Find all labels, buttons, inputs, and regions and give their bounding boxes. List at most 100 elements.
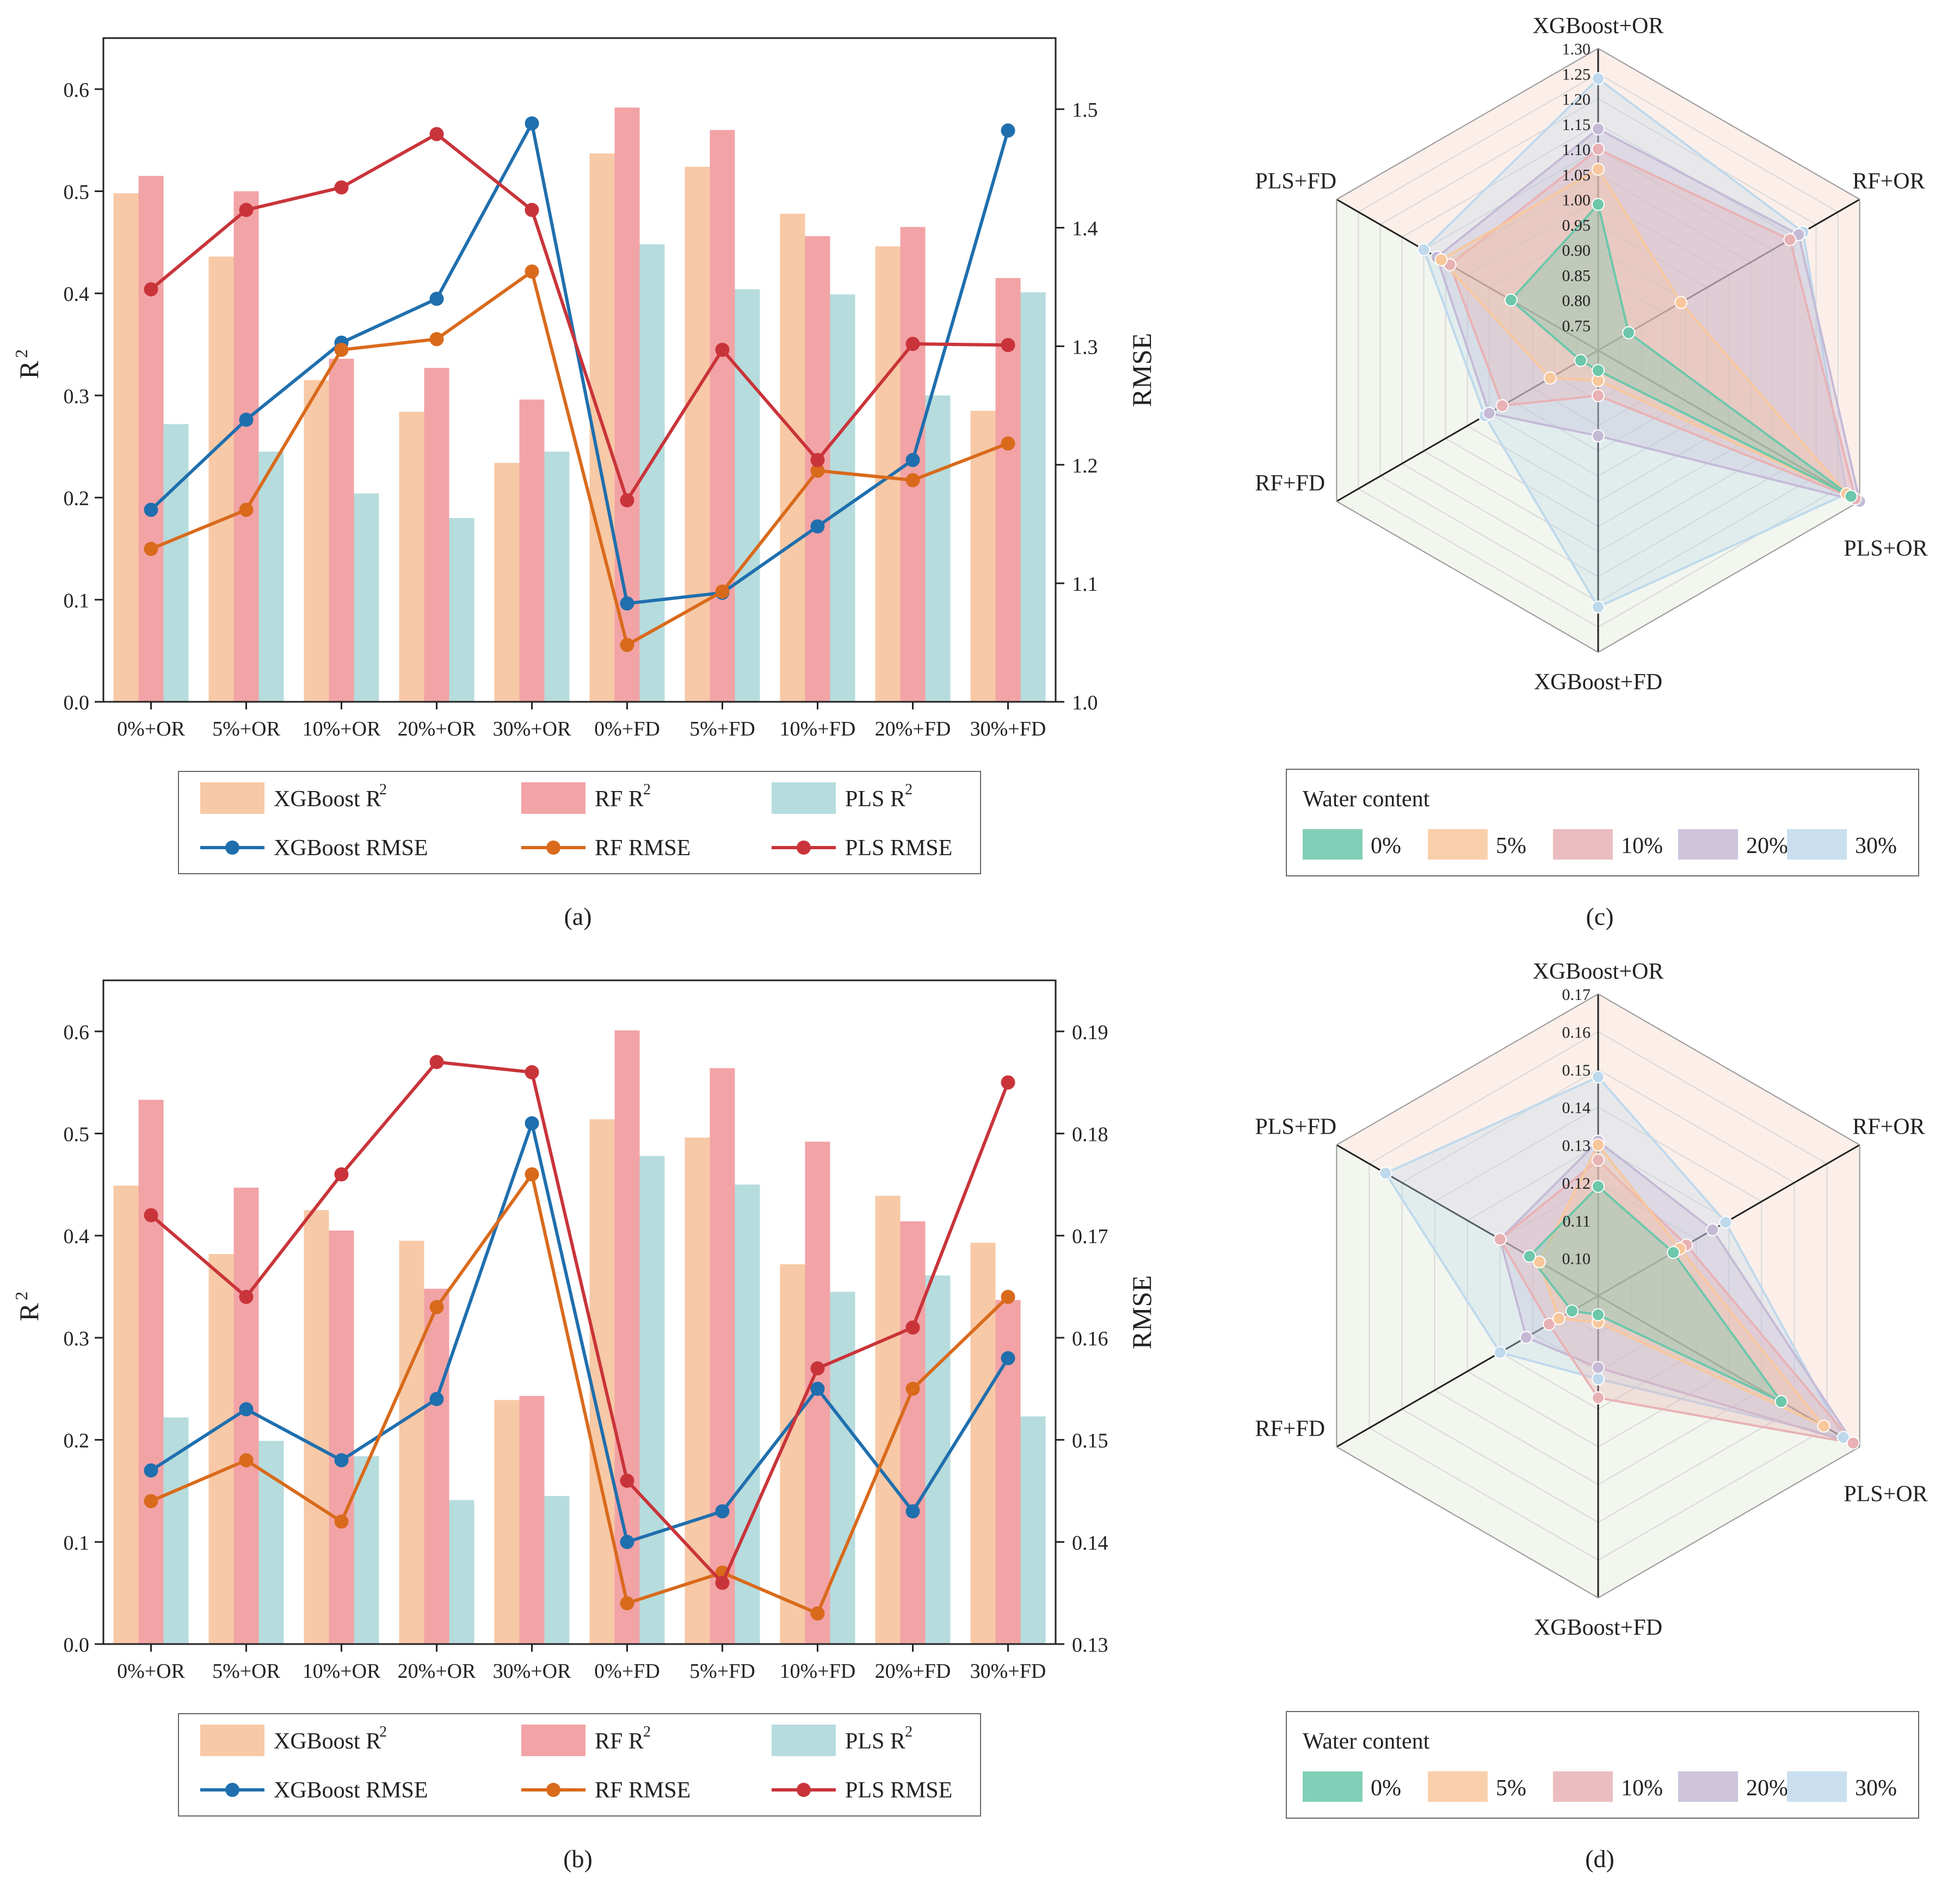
legend-swatch-c-2 — [1553, 829, 1613, 860]
point-a-s2-7 — [810, 453, 825, 467]
bar-b-s1-8 — [900, 1221, 926, 1644]
legend-marker-b-l2 — [797, 1783, 811, 1797]
y2label-b: RMSE — [1126, 1275, 1157, 1349]
bar-a-s0-6 — [685, 166, 710, 702]
radar-axis-label-d-0: XGBoost+OR — [1533, 959, 1664, 984]
xtick-label-a-2: 10%+OR — [303, 718, 381, 740]
radar-point-d-s4-5 — [1379, 1166, 1392, 1180]
xtick-label-b-6: 5%+FD — [689, 1660, 755, 1683]
radar-tick-label-d-2: 0.12 — [1562, 1175, 1591, 1193]
bar-a-s0-9 — [970, 411, 996, 702]
bar-a-s2-1 — [258, 452, 284, 702]
caption-b: (b) — [563, 1845, 593, 1873]
point-a-s1-5 — [620, 638, 634, 652]
bar-b-s1-2 — [329, 1230, 354, 1644]
bar-a-s0-2 — [304, 380, 329, 702]
bar-a-s1-2 — [329, 359, 354, 702]
legend-marker-b-l0 — [225, 1783, 239, 1797]
legend-sup-b-bar0: 2 — [379, 1723, 387, 1740]
point-b-s0-6 — [715, 1504, 730, 1518]
radar-point-d-s4-3 — [1592, 1372, 1605, 1386]
legend-swatch-d-0 — [1303, 1771, 1363, 1802]
radar-point-d-s2-3 — [1592, 1391, 1605, 1405]
point-b-s1-7 — [810, 1606, 825, 1621]
y2tick-label-a-4: 1.4 — [1072, 218, 1098, 240]
legend-swatch-b-bar2 — [772, 1725, 836, 1756]
legend-label-b-line0: XGBoost RMSE — [274, 1778, 428, 1803]
legend-box-a — [178, 771, 981, 874]
radar-point-c-s1-5 — [1434, 253, 1448, 267]
radar-axis-label-d-5: PLS+FD — [1255, 1115, 1336, 1140]
legend-swatch-d-2 — [1553, 1771, 1613, 1802]
legend-swatch-d-3 — [1678, 1771, 1738, 1802]
point-b-s2-3 — [429, 1055, 444, 1070]
radar-point-c-s1-0 — [1592, 163, 1605, 176]
radar-point-c-s4-5 — [1417, 243, 1431, 256]
bar-b-s1-3 — [424, 1288, 449, 1644]
bar-b-s2-4 — [544, 1496, 570, 1644]
bar-a-s2-9 — [1020, 292, 1046, 702]
radar-axis-label-d-4: RF+FD — [1255, 1417, 1325, 1442]
ytick-label-a-4: 0.4 — [64, 283, 90, 306]
radar-spoke-c-1 — [1598, 199, 1860, 351]
ytick-label-b-2: 0.2 — [64, 1430, 90, 1453]
radar-tick-label-c-5: 1.00 — [1562, 191, 1591, 209]
legend-label-a-bar1: RF R — [595, 787, 644, 812]
radar-tick-label-d-1: 0.11 — [1563, 1212, 1591, 1230]
ylabel-sup-b: 2 — [11, 1292, 31, 1300]
legend-label-a-line0: XGBoost RMSE — [274, 836, 428, 861]
ytick-label-a-6: 0.6 — [64, 79, 90, 102]
radar-spoke-c-2 — [1598, 349, 1860, 502]
bar-a-s2-2 — [354, 493, 379, 702]
legend-sup-a-bar1: 2 — [643, 781, 651, 798]
legend-label-c-4: 30% — [1855, 833, 1897, 858]
ylabel-b: R — [14, 1303, 44, 1321]
legend-swatch-c-3 — [1678, 829, 1738, 860]
radar-point-c-s1-1 — [1674, 296, 1688, 310]
radar-point-d-s2-0 — [1592, 1153, 1605, 1167]
ylabel-sup-a: 2 — [11, 349, 31, 358]
xtick-label-a-7: 10%+FD — [780, 718, 856, 740]
legend-swatch-c-0 — [1303, 829, 1363, 860]
radar-point-d-s4-1 — [1719, 1215, 1733, 1229]
radar-tick-label-c-7: 1.10 — [1562, 141, 1591, 159]
legend-box-d — [1286, 1711, 1919, 1819]
ytick-label-a-3: 0.3 — [64, 385, 90, 408]
bar-b-s0-5 — [589, 1119, 615, 1644]
bar-b-s2-0 — [163, 1417, 189, 1644]
point-b-s1-2 — [334, 1514, 349, 1529]
legend-swatch-c-4 — [1787, 829, 1847, 860]
legend-title-d: Water content — [1303, 1729, 1430, 1754]
bar-a-s1-4 — [519, 399, 545, 702]
point-a-s1-2 — [334, 342, 349, 357]
ytick-label-b-5: 0.5 — [64, 1123, 90, 1146]
point-a-s0-4 — [525, 116, 539, 131]
xtick-label-b-5: 0%+FD — [594, 1660, 660, 1683]
bar-b-s0-3 — [399, 1240, 424, 1644]
legend-label-c-1: 5% — [1496, 833, 1526, 858]
radar-point-c-s0-4 — [1574, 354, 1587, 367]
point-a-s0-5 — [620, 596, 634, 611]
radar-point-d-s0-4 — [1565, 1304, 1579, 1318]
point-a-s2-3 — [429, 127, 444, 141]
ytick-label-a-5: 0.5 — [64, 181, 90, 204]
xtick-label-b-7: 10%+FD — [780, 1660, 856, 1683]
bar-b-s0-9 — [970, 1243, 996, 1644]
radar-tick-label-d-0: 0.10 — [1562, 1250, 1591, 1268]
legend-swatch-a-bar1 — [521, 782, 585, 814]
xtick-label-b-8: 20%+FD — [875, 1660, 951, 1683]
radar-point-d-s3-4 — [1519, 1331, 1533, 1344]
bar-b-s0-6 — [685, 1138, 710, 1644]
radar-point-c-s2-0 — [1592, 143, 1605, 156]
bar-b-s0-0 — [113, 1185, 139, 1644]
y2tick-label-b-6: 0.19 — [1072, 1021, 1108, 1044]
legend-label-b-bar1: RF R — [595, 1729, 644, 1754]
point-a-s0-3 — [429, 292, 444, 306]
legend-swatch-b-bar1 — [521, 1725, 585, 1756]
radar-point-c-s0-5 — [1504, 293, 1518, 307]
legend-label-d-1: 5% — [1496, 1776, 1526, 1801]
bar-b-s0-7 — [780, 1264, 805, 1644]
legend-marker-a-l2 — [797, 841, 811, 855]
bar-a-s0-1 — [208, 256, 234, 702]
point-a-s1-4 — [525, 264, 539, 279]
